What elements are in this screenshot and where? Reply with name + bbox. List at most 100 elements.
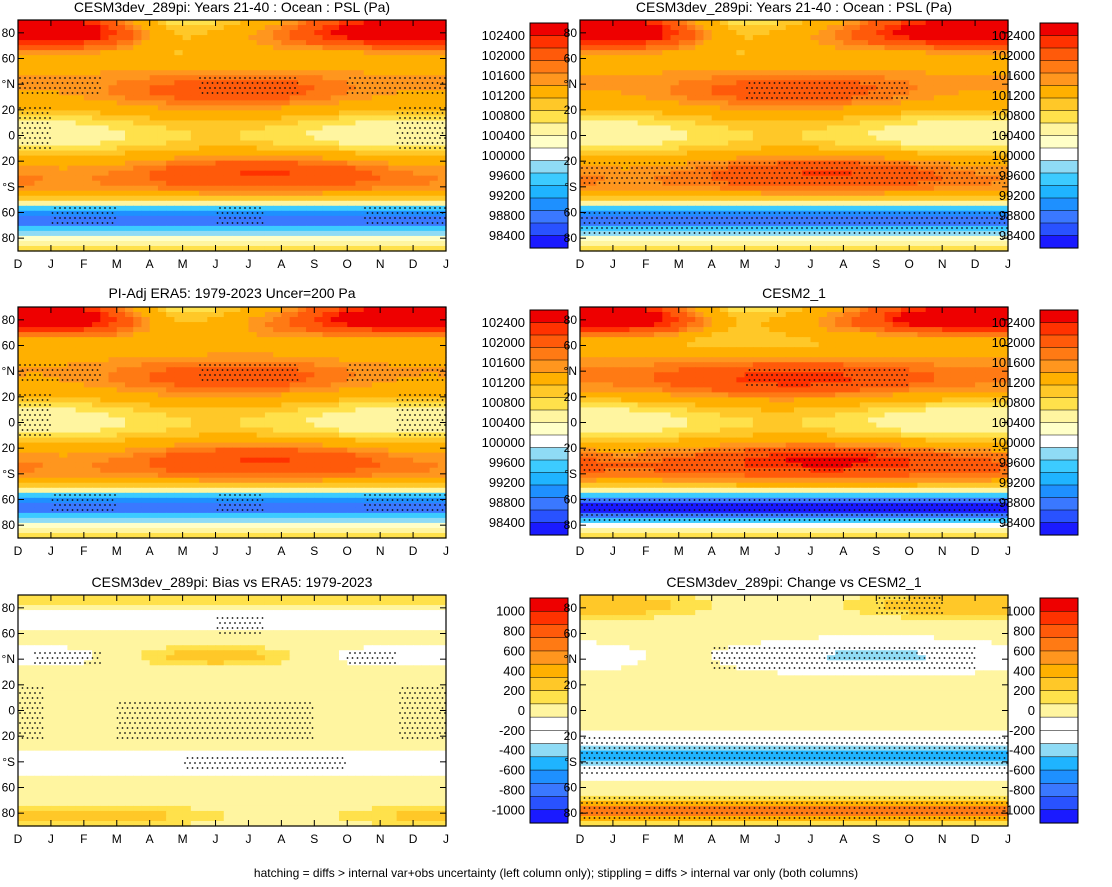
heatmap-cell [884, 110, 894, 117]
heatmap-cell [851, 20, 861, 26]
heatmap-cell [933, 175, 943, 182]
stipple-dot [421, 122, 424, 124]
heatmap-cell [851, 140, 861, 147]
heatmap-cell [876, 75, 886, 81]
heatmap-cell [645, 65, 655, 71]
heatmap-cell [182, 190, 192, 197]
heatmap-cell [215, 135, 225, 142]
heatmap-cell [670, 105, 680, 111]
heatmap-cell [248, 165, 258, 172]
heatmap-cell [654, 80, 663, 86]
heatmap-cell [190, 45, 200, 51]
colorbar: 1024001020001016001012001008001004001000… [482, 22, 569, 249]
heatmap-cell [273, 45, 282, 51]
heatmap-cell [174, 155, 184, 162]
heatmap-cell [983, 40, 993, 46]
heatmap-cell [248, 195, 258, 202]
heatmap-cell [835, 190, 844, 197]
heatmap-cell [256, 90, 266, 96]
heatmap-cell [892, 65, 902, 71]
heatmap-cell [273, 20, 282, 26]
heatmap-cell [925, 30, 935, 36]
heatmap-cell [363, 195, 373, 202]
heatmap-cell [396, 165, 406, 172]
heatmap-cell [744, 65, 754, 71]
colorbar-swatch [529, 135, 569, 149]
heatmap-cell [166, 60, 175, 66]
heatmap-cell [711, 205, 721, 212]
heatmap-cell [802, 185, 812, 192]
heatmap-cell [125, 85, 134, 91]
heatmap-cell [629, 155, 639, 162]
heatmap-cell [125, 20, 134, 26]
heatmap-cell [678, 110, 688, 117]
heatmap-cell [174, 25, 184, 31]
heatmap-cell [223, 200, 233, 207]
heatmap-cell [909, 150, 919, 157]
heatmap-cell [100, 75, 110, 81]
heatmap-cell [207, 220, 217, 227]
heatmap-cell [695, 165, 705, 172]
heatmap-cell [917, 205, 927, 212]
stipple-dot [89, 217, 91, 219]
heatmap-cell [347, 225, 357, 232]
heatmap-cell [958, 70, 968, 76]
heatmap-cell [892, 170, 902, 177]
heatmap-cell [371, 235, 381, 242]
heatmap-cell [901, 85, 910, 91]
heatmap-cell [363, 170, 373, 177]
heatmap-cell [794, 190, 803, 197]
heatmap-cell [306, 145, 315, 152]
heatmap-cell [108, 70, 118, 76]
heatmap-cell [42, 135, 52, 142]
heatmap-cell [942, 40, 951, 46]
stipple-dot [76, 82, 79, 84]
stipple-dot [214, 87, 216, 89]
stipple-dot [399, 217, 401, 219]
heatmap-cell [645, 140, 655, 147]
stipple-dot [441, 222, 444, 224]
heatmap-cell [429, 20, 439, 26]
heatmap-cell [190, 75, 200, 81]
stipple-dot [29, 107, 31, 109]
heatmap-cell [125, 45, 134, 51]
heatmap-cell [347, 110, 357, 117]
heatmap-cell [901, 35, 910, 41]
heatmap-cell [859, 25, 869, 31]
stipple-dot [294, 77, 296, 79]
heatmap-cell [339, 165, 348, 172]
heatmap-cell [92, 150, 101, 157]
heatmap-cell [347, 120, 357, 127]
heatmap-cell [149, 65, 159, 71]
heatmap-cell [404, 175, 414, 182]
heatmap-cell [843, 200, 853, 207]
heatmap-cell [933, 150, 943, 157]
heatmap-cell [75, 125, 85, 132]
stipple-dot [431, 92, 434, 94]
heatmap-cell [892, 80, 902, 86]
heatmap-cell [59, 65, 68, 71]
stipple-dot [206, 82, 209, 84]
heatmap-cell [125, 65, 134, 71]
heatmap-cells [18, 20, 447, 252]
heatmap-cell [950, 95, 960, 101]
heatmap-cell [339, 235, 348, 242]
heatmap-cell [794, 50, 803, 56]
heatmap-cell [662, 190, 672, 197]
heatmap-cell [621, 150, 630, 157]
heatmap-cell [281, 120, 291, 127]
heatmap-cell [580, 50, 589, 56]
stipple-dot [429, 217, 431, 219]
heatmap-cell [687, 160, 696, 167]
heatmap-cell [892, 185, 902, 192]
heatmap-cell [662, 130, 672, 137]
heatmap-cell [752, 35, 762, 41]
heatmap-cell [371, 60, 381, 66]
heatmap-cell [413, 150, 422, 157]
heatmap-cell [347, 100, 357, 106]
heatmap-cell [637, 145, 647, 152]
stipple-dot [61, 82, 64, 84]
heatmap-cell [182, 215, 192, 222]
stipple-dot [236, 212, 239, 214]
heatmap-cell [826, 145, 836, 152]
